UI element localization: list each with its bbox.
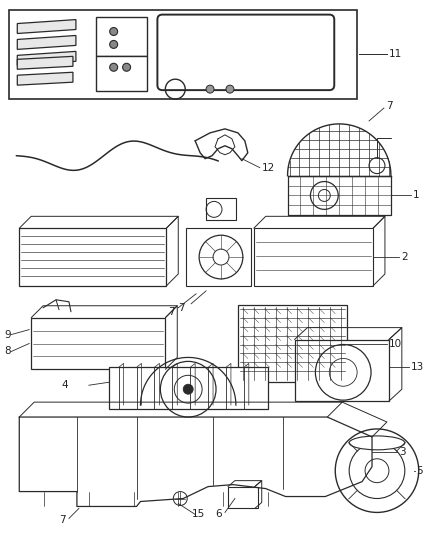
Text: 9: 9 (4, 329, 11, 340)
Text: 11: 11 (389, 50, 402, 59)
Text: 6: 6 (215, 510, 222, 520)
Circle shape (183, 384, 193, 394)
Text: 13: 13 (411, 362, 424, 373)
Circle shape (335, 429, 419, 512)
Bar (294, 340, 389, 401)
Text: 3: 3 (399, 447, 406, 457)
Polygon shape (17, 72, 73, 85)
Polygon shape (17, 36, 76, 50)
Text: 7: 7 (168, 306, 175, 317)
Circle shape (110, 28, 118, 36)
Bar (109, 367, 268, 409)
Circle shape (110, 63, 118, 71)
Text: 8: 8 (4, 346, 11, 357)
Bar (96, 56, 148, 91)
FancyBboxPatch shape (157, 14, 334, 90)
Circle shape (226, 85, 234, 93)
Bar (228, 487, 258, 508)
Bar (9, 10, 357, 99)
Bar (186, 228, 251, 286)
Text: 15: 15 (192, 510, 205, 520)
Text: 1: 1 (413, 190, 420, 200)
Circle shape (110, 41, 118, 49)
Text: 10: 10 (389, 338, 402, 349)
Bar (206, 198, 236, 220)
Text: 12: 12 (262, 163, 275, 173)
Bar (31, 318, 165, 369)
Ellipse shape (349, 436, 405, 450)
Bar (238, 305, 347, 382)
Bar (288, 175, 391, 215)
Text: 5: 5 (416, 466, 422, 475)
Polygon shape (17, 20, 76, 34)
Text: 7: 7 (178, 303, 185, 313)
Text: 7: 7 (386, 101, 392, 111)
Polygon shape (17, 51, 76, 65)
Bar (19, 228, 166, 286)
Bar (254, 228, 373, 286)
Polygon shape (17, 56, 73, 69)
Text: 2: 2 (401, 252, 407, 262)
Bar (96, 17, 148, 56)
Circle shape (123, 63, 131, 71)
Circle shape (206, 85, 214, 93)
Text: 4: 4 (61, 380, 67, 390)
Text: 7: 7 (59, 515, 66, 526)
